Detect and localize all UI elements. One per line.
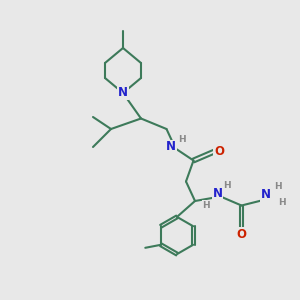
Text: N: N	[118, 86, 128, 100]
Text: O: O	[236, 227, 247, 241]
Text: N: N	[260, 188, 271, 202]
Text: O: O	[214, 145, 224, 158]
Text: H: H	[178, 135, 186, 144]
Text: N: N	[166, 140, 176, 154]
Text: H: H	[278, 198, 286, 207]
Text: N: N	[212, 187, 223, 200]
Text: H: H	[223, 181, 230, 190]
Text: H: H	[202, 201, 210, 210]
Text: H: H	[274, 182, 282, 191]
